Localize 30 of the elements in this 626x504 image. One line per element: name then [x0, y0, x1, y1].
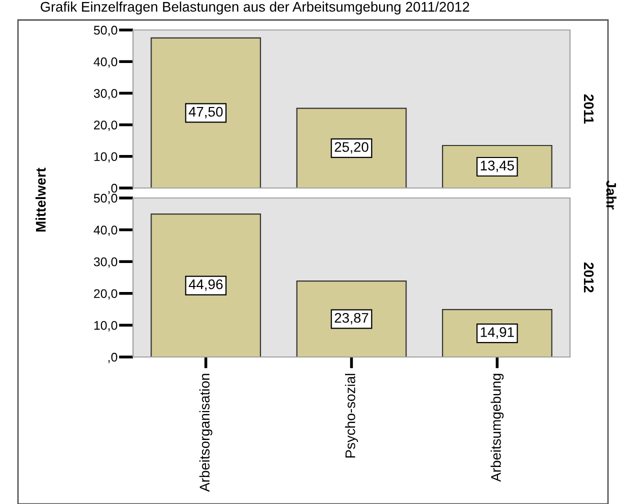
- y-tick-label: 10,0: [94, 321, 118, 332]
- y2-axis-title: 2012: [584, 262, 594, 292]
- y-axis-title: Mittelwert: [36, 168, 46, 232]
- data-label: 14,91: [480, 327, 514, 339]
- y-tick-label: ,0: [108, 184, 118, 194]
- x-tick-label: Arbeitsorganisation: [199, 374, 212, 492]
- data-label: 44,96: [188, 279, 223, 291]
- y-tick-label: ,0: [108, 352, 118, 364]
- data-label: 13,45: [480, 160, 514, 172]
- bar: [296, 280, 407, 357]
- y-tick-label: 50,0: [94, 26, 118, 36]
- text: Jahr: [606, 180, 616, 210]
- y2-axis-title: 2011: [584, 94, 594, 124]
- bar: [296, 108, 407, 188]
- y-tick-label: 10,0: [94, 152, 118, 163]
- y-tick-label: 50,0: [94, 194, 118, 204]
- y-tick-label: 30,0: [94, 257, 118, 268]
- y-tick-label: 20,0: [94, 120, 118, 131]
- y-tick-label: 40,0: [94, 226, 118, 236]
- y-tick-label: 30,0: [94, 89, 118, 100]
- data-label: 25,20: [334, 142, 368, 154]
- bar: [150, 213, 262, 357]
- data-label: 47,50: [188, 106, 223, 118]
- x-tick-label: Arbeitsumgebung: [490, 374, 504, 482]
- x-tick-label: Psycho-sozial: [345, 374, 358, 458]
- y-tick-label: 40,0: [94, 57, 118, 68]
- bar: [150, 37, 262, 188]
- text: Grafik Einzelfragen Belastungen aus der Arbeitsumgebung 2011/2012: [40, 2, 470, 14]
- y-tick-label: 20,0: [94, 289, 118, 300]
- data-label: 23,87: [334, 312, 368, 324]
